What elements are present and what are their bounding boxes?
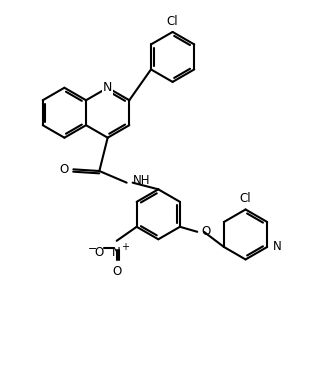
- Text: Cl: Cl: [240, 192, 251, 205]
- Text: O: O: [60, 163, 69, 176]
- Text: −: −: [88, 244, 97, 254]
- Text: O: O: [95, 246, 104, 259]
- Text: +: +: [121, 243, 129, 253]
- Text: N: N: [103, 81, 112, 94]
- Text: O: O: [202, 225, 211, 238]
- Text: O: O: [112, 265, 121, 278]
- Text: N: N: [112, 246, 121, 259]
- Text: N: N: [272, 240, 281, 253]
- Text: NH: NH: [133, 174, 150, 187]
- Text: Cl: Cl: [167, 15, 178, 28]
